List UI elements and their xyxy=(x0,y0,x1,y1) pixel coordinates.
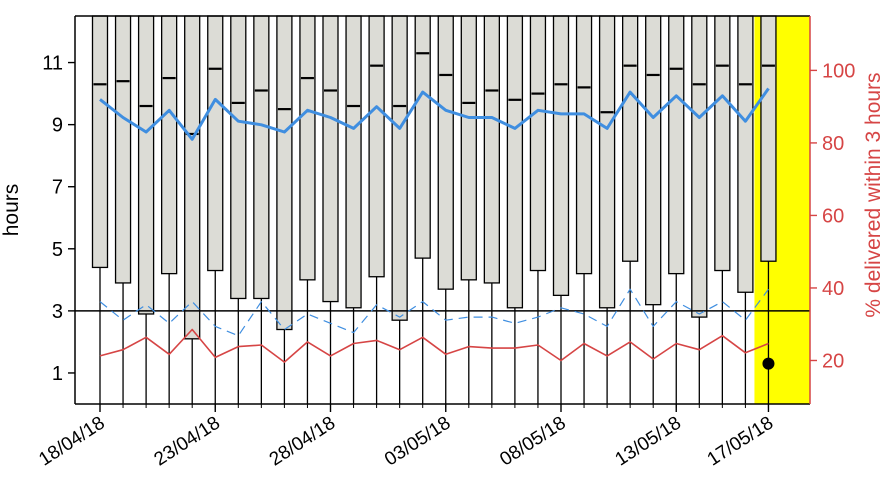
y-tick-label-right: 60 xyxy=(822,205,844,227)
box xyxy=(575,15,593,275)
y-tick-label-right: 80 xyxy=(822,133,844,155)
x-tick-label: 23/04/18 xyxy=(151,413,224,471)
box xyxy=(691,15,708,318)
y-tick-label-left: 3 xyxy=(52,301,63,323)
y-tick-label-right: 20 xyxy=(822,350,844,372)
y-tick-label-left: 7 xyxy=(52,177,63,199)
series-line-1 xyxy=(99,87,770,141)
box xyxy=(137,15,155,315)
box xyxy=(460,15,477,281)
y-tick-label-right: 100 xyxy=(822,60,855,82)
x-tick-label: 18/04/18 xyxy=(35,413,108,471)
box xyxy=(299,15,316,281)
series-line-2 xyxy=(99,288,769,337)
box xyxy=(322,15,339,303)
box xyxy=(529,15,547,272)
box xyxy=(645,15,662,306)
box xyxy=(437,15,454,290)
marker-layer xyxy=(762,357,775,370)
x-tick-label: 28/04/18 xyxy=(266,413,339,471)
series-line-3 xyxy=(99,328,769,363)
y-axis-left-title: hours xyxy=(0,184,23,237)
x-tick-label: 17/05/18 xyxy=(704,413,777,471)
series-layer xyxy=(99,87,770,363)
box xyxy=(598,15,616,309)
y-tick-label-left: 5 xyxy=(52,239,63,261)
box xyxy=(760,15,777,262)
highlight-marker xyxy=(762,357,775,370)
box xyxy=(207,15,224,272)
box xyxy=(230,15,247,300)
box xyxy=(737,15,754,293)
box xyxy=(668,15,685,275)
box xyxy=(91,15,109,269)
box xyxy=(506,15,524,309)
y-tick-label-left: 11 xyxy=(42,53,63,75)
y-axis-right-title: % delivered within 3 hours xyxy=(862,72,885,317)
box xyxy=(391,15,408,321)
y-tick-label-left: 9 xyxy=(52,115,63,137)
box xyxy=(160,15,178,275)
boxes-layer xyxy=(91,15,777,404)
box xyxy=(483,15,501,284)
x-tick-label: 03/05/18 xyxy=(381,413,454,471)
box xyxy=(276,15,293,331)
box xyxy=(368,15,385,278)
box xyxy=(345,15,362,309)
x-tick-label: 08/05/18 xyxy=(496,413,569,471)
y-tick-label-left: 1 xyxy=(52,363,63,385)
box xyxy=(714,15,731,272)
box xyxy=(253,15,270,300)
y-tick-label-right: 40 xyxy=(822,278,844,300)
box xyxy=(184,15,201,340)
box xyxy=(622,15,639,262)
box xyxy=(114,15,132,284)
x-tick-label: 13/05/18 xyxy=(612,413,685,471)
box xyxy=(552,15,570,297)
